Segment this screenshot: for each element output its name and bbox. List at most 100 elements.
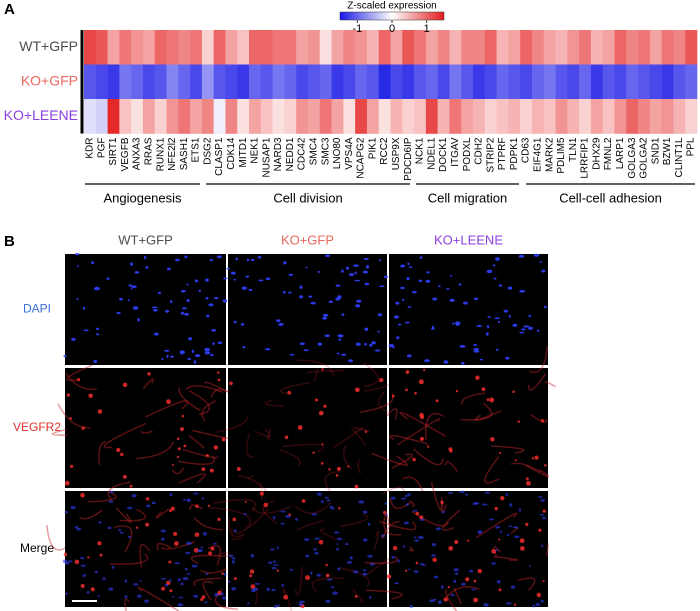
- column-label: EIF4G1: [532, 137, 543, 172]
- heatmap-cell: [414, 30, 427, 65]
- nucleus: [204, 351, 211, 355]
- column-label: ETS1: [191, 137, 202, 162]
- column-label: CDH2: [474, 137, 485, 165]
- vegfr2-spot: [120, 452, 124, 457]
- nucleus: [540, 499, 546, 502]
- vegfr2-spot: [517, 420, 521, 423]
- heatmap-cell: [484, 99, 497, 134]
- nucleus: [542, 516, 547, 520]
- nucleus: [93, 360, 98, 364]
- heatmap-cell: [260, 64, 273, 100]
- nucleus: [130, 262, 134, 266]
- nucleus: [367, 554, 373, 558]
- vegfr2-spot: [405, 370, 410, 374]
- vessel: [228, 518, 245, 538]
- nucleus: [127, 535, 132, 538]
- nucleus: [145, 266, 149, 269]
- nucleus: [369, 562, 375, 566]
- nucleus: [431, 554, 436, 557]
- nucleus: [424, 359, 430, 363]
- nucleus: [220, 592, 224, 596]
- heatmap-cell: [673, 99, 686, 134]
- vessel: [204, 381, 229, 393]
- nucleus: [107, 526, 112, 530]
- vessel: [192, 429, 240, 442]
- nucleus: [337, 295, 342, 299]
- vessel: [282, 588, 293, 611]
- nucleus: [340, 353, 347, 356]
- group-label: Cell migration: [428, 190, 507, 205]
- nucleus: [400, 286, 405, 290]
- vessel: [46, 525, 66, 551]
- heatmap-cell: [107, 99, 120, 134]
- vessel: [120, 508, 147, 522]
- column-header: KO+GFP: [281, 232, 334, 247]
- heatmap-cell: [343, 99, 356, 134]
- vessel: [88, 491, 117, 503]
- vegfr2-spot: [200, 597, 204, 602]
- heatmap-cell: [166, 99, 179, 134]
- nucleus: [194, 279, 199, 283]
- nucleus: [160, 537, 165, 541]
- nucleus: [310, 571, 313, 575]
- heatmap-cell: [119, 64, 132, 100]
- nucleus: [411, 290, 417, 294]
- nucleus: [492, 264, 496, 267]
- heatmap-cell: [626, 99, 639, 134]
- column-label: CDC42: [297, 137, 308, 170]
- heatmap-cell: [284, 99, 297, 134]
- image-background: [228, 368, 387, 488]
- nucleus: [385, 513, 388, 516]
- vessel: [430, 481, 447, 512]
- nucleus: [98, 521, 102, 524]
- nucleus: [419, 518, 425, 521]
- vegfr2-spot: [315, 398, 319, 402]
- nucleus: [240, 323, 245, 326]
- nucleus: [345, 266, 350, 270]
- nucleus: [86, 591, 90, 594]
- nucleus: [445, 288, 450, 290]
- heatmap-cell: [543, 30, 556, 65]
- nucleus: [165, 309, 170, 313]
- nucleus: [254, 582, 260, 585]
- nucleus: [519, 289, 526, 293]
- vessel: [259, 481, 263, 500]
- nucleus: [512, 323, 518, 327]
- heatmap-cell: [84, 64, 97, 100]
- nucleus: [528, 314, 532, 318]
- heatmap-cell: [661, 99, 674, 134]
- heatmap-cell: [378, 30, 391, 65]
- nucleus: [465, 493, 469, 496]
- nucleus: [180, 582, 184, 586]
- vessel: [378, 520, 417, 531]
- vegfr2-spot: [169, 509, 172, 513]
- nucleus: [230, 271, 236, 275]
- vegfr2-spot: [440, 500, 444, 504]
- vegfr2-spot: [301, 499, 306, 503]
- nucleus: [362, 572, 368, 576]
- nucleus: [202, 532, 208, 536]
- heatmap-cell: [201, 99, 214, 134]
- nucleus: [408, 266, 413, 268]
- nucleus: [506, 533, 510, 537]
- vegfr2-spot: [418, 379, 424, 385]
- vessel: [342, 444, 353, 470]
- nucleus: [487, 316, 492, 318]
- nucleus: [80, 557, 85, 560]
- nucleus: [353, 264, 359, 267]
- vegfr2-spot: [454, 539, 459, 544]
- nucleus: [70, 505, 76, 510]
- vessel: [178, 387, 201, 412]
- heatmap-cell: [531, 64, 545, 100]
- nucleus: [217, 341, 223, 345]
- vegfr2-spot: [486, 398, 490, 402]
- vegfr2-spot: [323, 404, 327, 408]
- heatmap-cell: [461, 99, 474, 134]
- vegfr2-spot: [494, 506, 498, 511]
- vegfr2-spot: [540, 419, 545, 423]
- heatmap-cell: [520, 30, 533, 65]
- column-label: NEK1: [250, 137, 261, 164]
- nucleus: [476, 324, 483, 327]
- nucleus: [425, 279, 431, 283]
- nucleus: [111, 565, 115, 569]
